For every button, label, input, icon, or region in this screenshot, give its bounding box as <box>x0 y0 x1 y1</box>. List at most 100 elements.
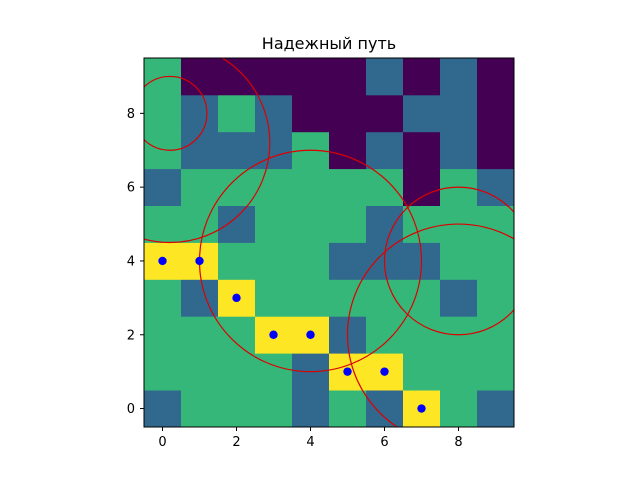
heatmap-cell <box>144 390 181 427</box>
heatmap-cell <box>366 58 403 95</box>
heatmap-cell <box>292 390 329 427</box>
heatmap-cell <box>440 243 477 280</box>
y-tick-label: 6 <box>127 181 135 196</box>
heatmap-cell <box>477 316 514 353</box>
heatmap-cell <box>255 132 292 169</box>
heatmap-cell <box>292 58 329 95</box>
heatmap-cell <box>329 390 366 427</box>
x-tick-label: 8 <box>454 435 462 450</box>
heatmap-cell <box>144 316 181 353</box>
heatmap-cell <box>218 243 255 280</box>
heatmap-cell <box>218 316 255 353</box>
heatmap-cell <box>181 132 218 169</box>
path-point <box>417 404 425 412</box>
chart-title: Надежный путь <box>262 34 396 53</box>
heatmap-cell <box>403 95 440 132</box>
heatmap-cell <box>403 316 440 353</box>
heatmap-cell <box>477 206 514 243</box>
heatmap-cell <box>329 95 366 132</box>
heatmap-cells <box>144 58 514 427</box>
heatmap-cell <box>403 58 440 95</box>
heatmap-cell <box>403 279 440 316</box>
heatmap-cell <box>366 132 403 169</box>
heatmap-cell <box>144 206 181 243</box>
path-point <box>380 367 388 375</box>
heatmap-cell <box>181 58 218 95</box>
y-tick-label: 8 <box>127 107 135 122</box>
heatmap-cell <box>366 279 403 316</box>
heatmap-cell <box>440 279 477 316</box>
heatmap-cell <box>477 169 514 206</box>
heatmap-cell <box>366 95 403 132</box>
heatmap-cell <box>144 279 181 316</box>
heatmap-cell <box>181 206 218 243</box>
heatmap-cell <box>366 390 403 427</box>
heatmap-cell <box>329 58 366 95</box>
heatmap-cell <box>181 95 218 132</box>
x-tick-label: 4 <box>306 435 314 450</box>
heatmap-cell <box>255 353 292 390</box>
x-tick-label: 2 <box>232 435 240 450</box>
heatmap-cell <box>366 169 403 206</box>
heatmap-cell <box>477 279 514 316</box>
heatmap-cell <box>477 95 514 132</box>
heatmap-cell <box>292 243 329 280</box>
x-tick-label: 0 <box>158 435 166 450</box>
heatmap-cell <box>218 206 255 243</box>
heatmap-cell <box>218 58 255 95</box>
heatmap-cell <box>292 279 329 316</box>
heatmap-cell <box>329 169 366 206</box>
heatmap-cell <box>181 353 218 390</box>
y-tick-label: 2 <box>127 328 135 343</box>
heatmap-cell <box>403 206 440 243</box>
heatmap-cell <box>477 390 514 427</box>
heatmap-cell <box>181 390 218 427</box>
heatmap-cell <box>440 132 477 169</box>
heatmap-cell <box>366 316 403 353</box>
heatmap-cell <box>403 132 440 169</box>
heatmap-cell <box>403 169 440 206</box>
path-point <box>343 367 351 375</box>
heatmap-cell <box>181 169 218 206</box>
y-axis: 0 2 4 6 8 <box>127 107 144 417</box>
heatmap-cell <box>144 132 181 169</box>
heatmap-cell <box>255 206 292 243</box>
heatmap-cell <box>292 206 329 243</box>
path-point <box>269 331 277 339</box>
heatmap-cell <box>144 353 181 390</box>
heatmap-cell <box>218 169 255 206</box>
y-tick-label: 0 <box>127 402 135 417</box>
heatmap-cell <box>440 353 477 390</box>
heatmap-cell <box>218 390 255 427</box>
heatmap-cell <box>477 58 514 95</box>
heatmap-cell <box>440 390 477 427</box>
heatmap-cell <box>255 390 292 427</box>
heatmap-cell <box>181 316 218 353</box>
heatmap-cell <box>144 95 181 132</box>
heatmap-cell <box>440 95 477 132</box>
path-point <box>232 294 240 302</box>
heatmap-cell <box>218 95 255 132</box>
heatmap-cell <box>255 279 292 316</box>
heatmap-cell <box>218 132 255 169</box>
heatmap-cell <box>218 353 255 390</box>
heatmap-cell <box>292 95 329 132</box>
y-tick-label: 4 <box>127 254 135 269</box>
heatmap-cell <box>329 206 366 243</box>
heatmap-cell <box>255 169 292 206</box>
heatmap-cell <box>255 58 292 95</box>
heatmap-cell <box>477 353 514 390</box>
heatmap-cell <box>477 132 514 169</box>
heatmap-cell <box>329 279 366 316</box>
heatmap-cell <box>255 243 292 280</box>
path-point <box>195 257 203 265</box>
path-point <box>306 331 314 339</box>
x-axis: 0 2 4 6 8 <box>158 427 462 450</box>
x-tick-label: 6 <box>380 435 388 450</box>
heatmap-cell <box>403 353 440 390</box>
path-point <box>158 257 166 265</box>
heatmap-cell <box>477 243 514 280</box>
heatmap-cell <box>329 132 366 169</box>
heatmap-cell <box>144 169 181 206</box>
